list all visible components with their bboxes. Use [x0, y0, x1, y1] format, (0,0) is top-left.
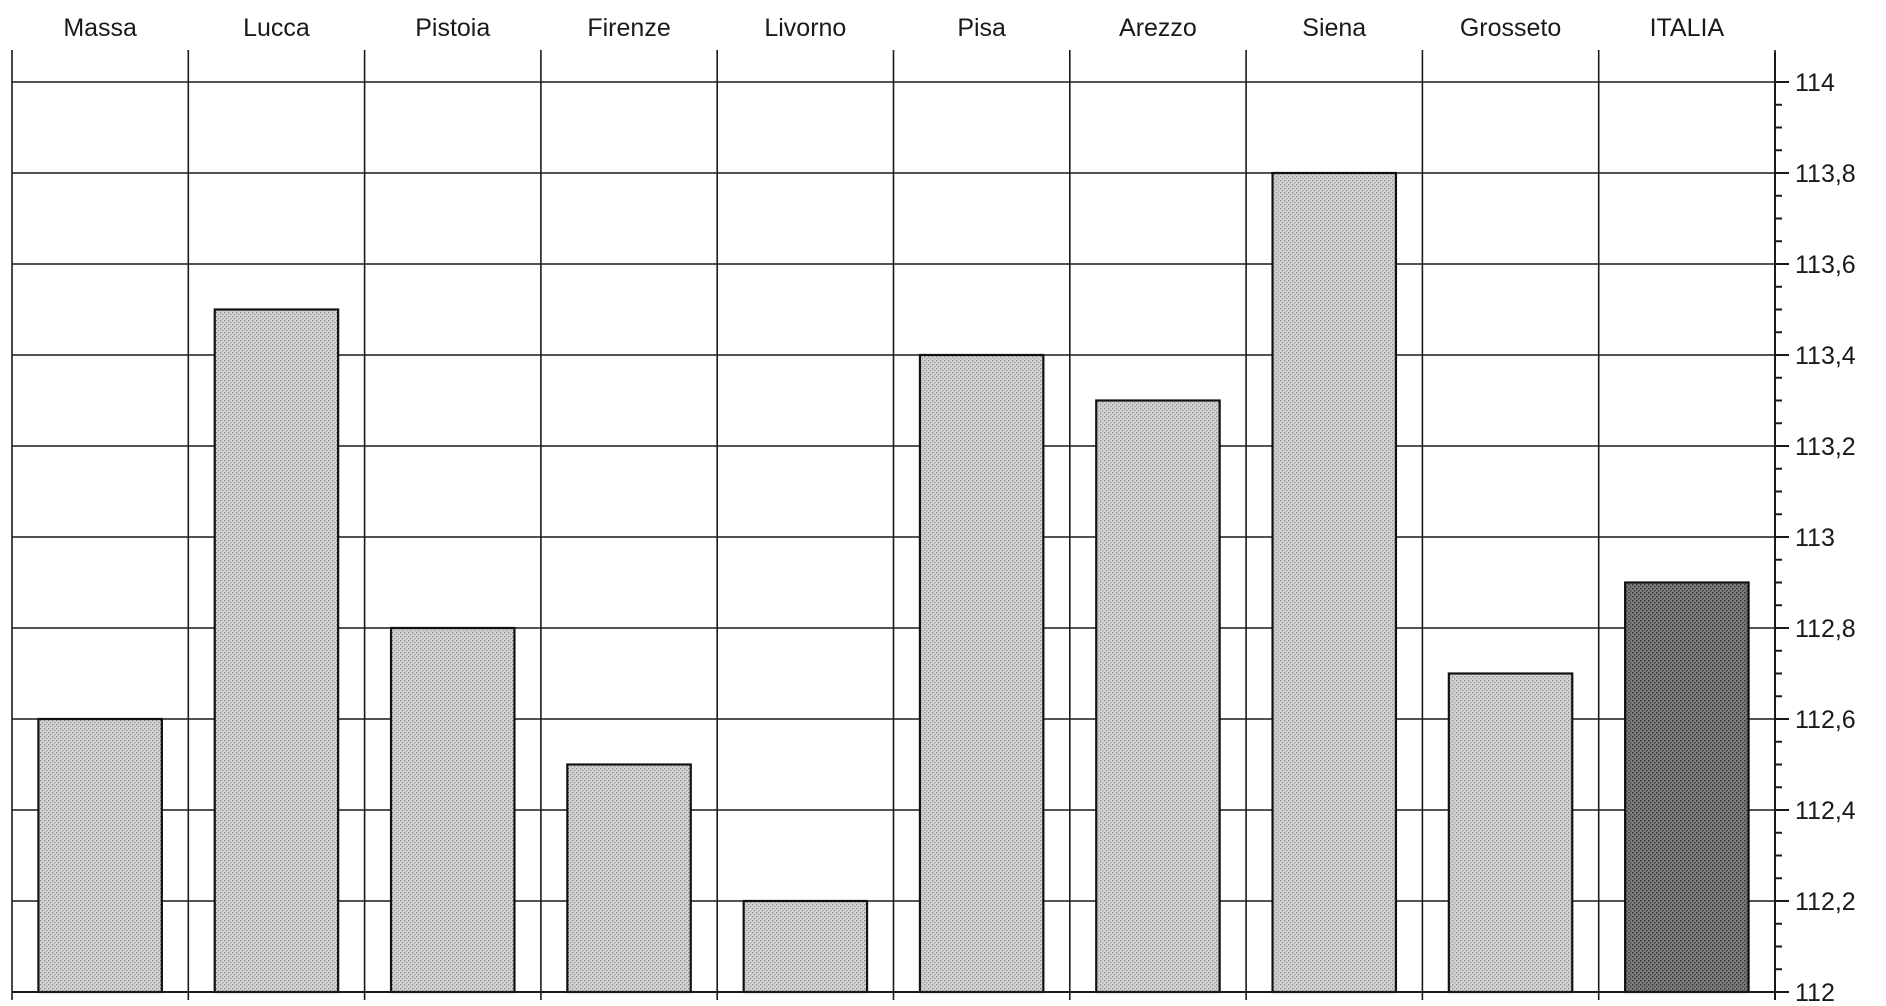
- category-label: Siena: [1302, 14, 1366, 42]
- category-labels: Massa Lucca Pistoia Firenze Livorno Pisa Arezz…: [63, 14, 1724, 42]
- category-label: Arezzo: [1119, 14, 1197, 42]
- bar-lucca: [213, 308, 340, 994]
- category-label: Grosseto: [1460, 14, 1561, 42]
- y-tick-label: 113,2: [1795, 433, 1856, 461]
- bar-livorno: [742, 899, 869, 994]
- bar-massa: [37, 717, 163, 994]
- bars: [37, 171, 1750, 994]
- y-tick-label: 112: [1795, 979, 1835, 1006]
- y-tick-label: 113,4: [1795, 342, 1856, 370]
- y-tick-label: 112,2: [1795, 888, 1856, 916]
- bar-firenze: [566, 763, 692, 994]
- y-tick-label: 112,4: [1795, 797, 1856, 825]
- y-tick-label: 113: [1795, 524, 1835, 552]
- category-label: Massa: [63, 14, 137, 42]
- y-tick-label: 113,6: [1795, 251, 1856, 279]
- category-label: Lucca: [243, 14, 310, 42]
- y-tick-label: 114: [1795, 69, 1835, 97]
- bar-pisa: [918, 353, 1045, 994]
- category-label: ITALIA: [1650, 14, 1725, 42]
- bar-siena: [1271, 171, 1398, 994]
- y-tick-label: 112,8: [1795, 615, 1856, 643]
- value-axis: 112 112,2 112,4 112,6 112,8 113 113,2 113,4 113,…: [12, 52, 1856, 1006]
- y-tick-label: 112,6: [1795, 706, 1856, 734]
- category-label: Livorno: [764, 14, 846, 42]
- bar-pistoia: [389, 626, 516, 994]
- y-tick-label: 113,8: [1795, 160, 1856, 188]
- bar-italia: [1624, 581, 1750, 994]
- category-label: Pisa: [957, 14, 1006, 42]
- bar-arezzo: [1095, 399, 1221, 994]
- category-label: Pistoia: [415, 14, 490, 42]
- bar-grosseto: [1447, 672, 1574, 994]
- category-label: Firenze: [587, 14, 670, 42]
